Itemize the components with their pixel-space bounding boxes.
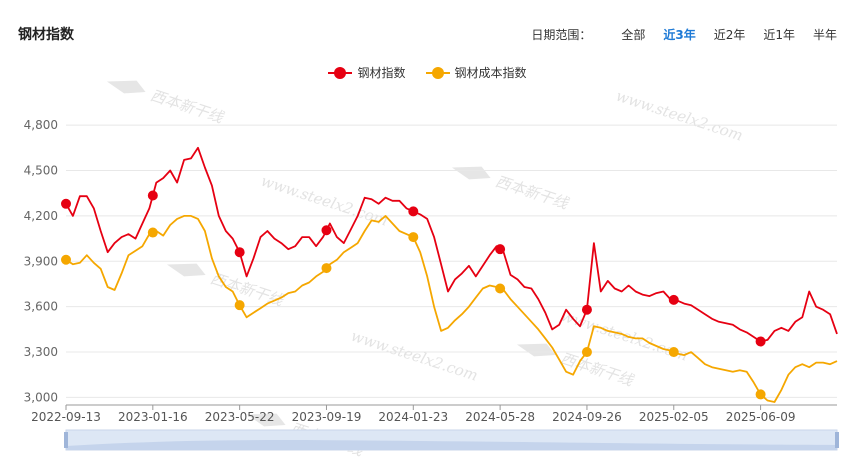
zoom-slider-preview (66, 440, 837, 450)
y-tick-label: 3,300 (24, 345, 58, 359)
series-marker-0 (147, 190, 158, 201)
series-marker-0 (581, 304, 592, 315)
series-marker-0 (668, 294, 679, 305)
x-tick-label: 2024-09-26 (552, 410, 622, 424)
chart-title: 钢材指数 (18, 27, 74, 43)
series-marker-0 (234, 247, 245, 258)
series-marker-1 (581, 347, 592, 358)
watermark-logo: 西本新干线 (451, 166, 572, 213)
series-marker-1 (234, 300, 245, 311)
y-tick-label: 3,900 (24, 254, 58, 268)
series-marker-1 (321, 263, 332, 274)
watermark-text: www.steelx2.com (349, 327, 480, 385)
series-marker-1 (755, 389, 766, 400)
x-tick-label: 2023-05-22 (205, 410, 275, 424)
range-option-1y[interactable]: 近1年 (763, 28, 795, 42)
watermark-text: www.steelx2.com (614, 87, 745, 145)
x-tick-label: 2023-09-19 (292, 410, 362, 424)
watermark-logo: 西本新干线 (106, 80, 227, 127)
legend-item-cost-index[interactable]: 钢材成本指数 (425, 64, 527, 81)
series-marker-1 (668, 347, 679, 358)
watermark-logo-text: 西本新干线 (558, 349, 637, 390)
y-tick-label: 4,200 (24, 209, 58, 223)
x-tick-label: 2025-02-05 (639, 410, 709, 424)
x-tick-label: 2025-06-09 (726, 410, 796, 424)
series-layer (61, 146, 838, 403)
grid-layer (66, 124, 837, 398)
x-tick-label: 2024-05-28 (465, 410, 535, 424)
watermark-logo: 西本新干线 (166, 263, 287, 310)
date-range-selector: 日期范围： 全部 近3年 近2年 近1年 半年 (531, 26, 837, 43)
y-tick-label: 3,600 (24, 300, 58, 314)
range-option-2y[interactable]: 近2年 (713, 28, 746, 42)
legend-label-steel-index: 钢材指数 (357, 66, 406, 80)
watermark-logo-text: 西本新干线 (493, 172, 572, 213)
series-marker-0 (755, 336, 766, 347)
series-marker-1 (61, 254, 71, 265)
chart-legend: 钢材指数 钢材成本指数 (0, 64, 855, 81)
zoom-slider[interactable] (64, 429, 839, 451)
legend-item-steel-index[interactable]: 钢材指数 (328, 64, 406, 81)
watermark-logo-shape (246, 413, 286, 427)
watermark-logo-shape (166, 263, 206, 277)
x-tick-label: 2023-01-16 (118, 410, 188, 424)
x-tick-label: 2022-09-13 (31, 410, 101, 424)
series-line-1 (65, 214, 838, 403)
legend-label-cost-index: 钢材成本指数 (454, 66, 527, 80)
y-tick-label: 4,800 (24, 118, 58, 132)
series-marker-0 (321, 225, 332, 236)
series-line-0 (65, 146, 838, 343)
series-marker-0 (408, 206, 419, 217)
watermark-logo: 西本新干线 (516, 343, 637, 390)
watermark-logo-text: 西本新干线 (148, 86, 227, 127)
watermark-logo-shape (516, 343, 556, 357)
series-marker-1 (495, 283, 506, 294)
series-marker-1 (147, 227, 158, 238)
y-tick-label: 4,500 (24, 164, 58, 178)
watermark-logo-shape (451, 166, 491, 180)
range-option-3y[interactable]: 近3年 (663, 28, 696, 42)
legend-swatch-steel-index (328, 66, 353, 79)
axis-layer: 3,000 3,300 3,600 3,900 4,200 4,500 4,800 2022-… (24, 118, 837, 424)
range-option-half-year[interactable]: 半年 (812, 28, 837, 42)
zoom-handle-right (835, 432, 839, 448)
zoom-handle-left (64, 432, 68, 448)
x-tick-label: 2024-01-23 (378, 410, 448, 424)
series-marker-0 (61, 198, 71, 209)
y-tick-label: 3,000 (24, 390, 58, 404)
watermark-logo-shape (106, 80, 146, 94)
series-marker-1 (408, 232, 419, 243)
legend-swatch-cost-index (425, 66, 450, 79)
range-option-all[interactable]: 全部 (621, 28, 646, 42)
date-range-label: 日期范围： (531, 28, 592, 42)
series-marker-0 (495, 244, 506, 255)
